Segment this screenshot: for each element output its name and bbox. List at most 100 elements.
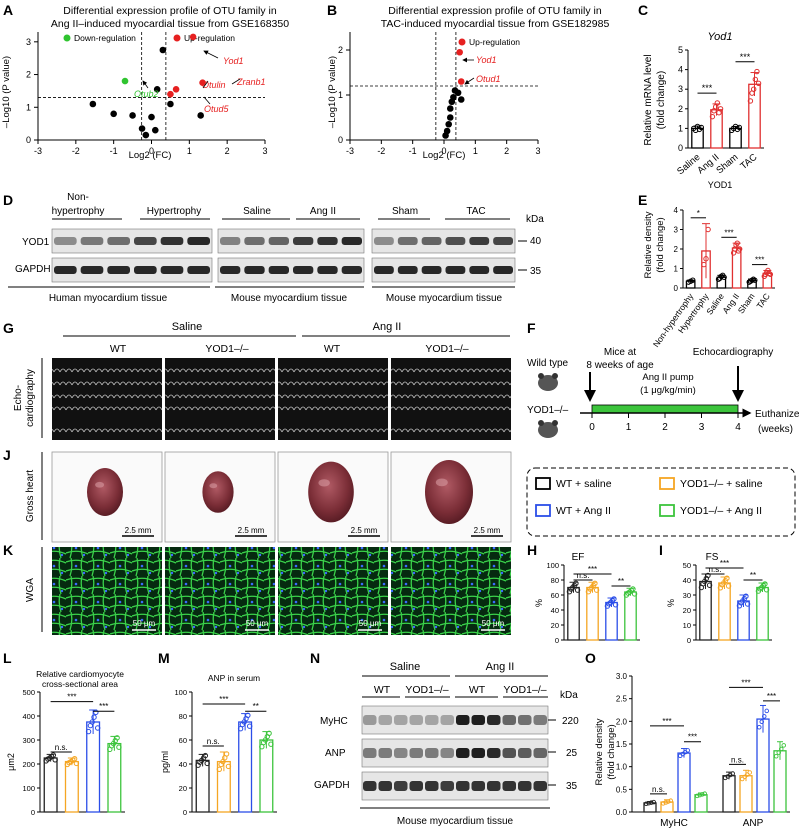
panel-e: E Relative density (fold change) 01234No… [638,192,775,349]
y-tick-label: 80 [551,576,559,585]
data-point [172,85,180,93]
arrow-otud5 [203,96,211,105]
bar [64,760,79,813]
bar [718,582,731,641]
arrow-zranb1 [231,78,241,85]
d-label-sham: Sham [392,206,418,217]
g-genotype-2: YOD1–/– [205,343,248,355]
scale-label: 50 μm [133,619,156,628]
data-dot [223,751,230,757]
h-title: EF [572,552,585,563]
panel-c-gene: Yod1 [707,31,732,43]
d-bottom-human: Human myocardium tissue [49,293,168,304]
blot-strip [217,257,365,283]
blot-strip [51,257,213,283]
panel-letter-d: D [3,192,13,208]
data-dot [745,772,750,777]
x-tick-label: -1 [409,146,417,156]
panel-a-ylabel: –Log10 (P value) [1,56,12,128]
blot-band [160,237,184,245]
blot-band [374,266,394,274]
d-label-tac: TAC [466,206,485,217]
mouse-icon-ko [538,420,558,438]
data-dot [706,582,713,588]
data-dot [50,752,57,758]
bar [259,739,274,813]
arrow-yod1-a [203,50,219,59]
blot-band [493,237,513,245]
y-tick-label: 5 [678,45,683,55]
k-rowlabel: WGA [25,578,36,602]
sig-label: *** [724,228,733,237]
o-ylabel-2: (fold change) [606,724,617,779]
y-tick-label: 20 [179,784,187,793]
blot-band [518,715,532,725]
bar [43,757,58,813]
y-tick-label: 3 [678,84,683,94]
d-row-yod1: YOD1 [22,237,50,248]
sig-label: *** [67,693,76,702]
n-row-myhc: MyHC [320,716,348,727]
bar [731,247,742,289]
y-tick-label: 3 [674,226,679,235]
timeline-tick-label: 2 [662,422,668,433]
sig-label: * [697,209,700,218]
data-point [148,113,155,121]
blot-band [502,715,516,725]
bar [773,750,787,813]
wga-image [165,547,275,635]
wga-image [391,547,511,635]
l-title-2: cross-sectional area [42,679,118,689]
y-tick-label: 10 [683,621,691,630]
blot-band [378,748,392,758]
x-tick-label: 0 [149,146,154,156]
y-tick-label: 2 [678,104,683,114]
blot-band [80,266,104,274]
blot-d [51,228,516,283]
arrow-otub2 [142,80,149,89]
legend-items: WT + saline YOD1–/– + saline WT + Ang II YO… [535,477,763,517]
y-tick-label: 4 [678,65,683,75]
data-point [121,77,129,85]
h-ylabel: % [534,599,544,607]
data-dot [225,763,232,770]
bar [567,586,580,641]
y-tick-label: 1.0 [616,763,628,772]
data-point [199,79,206,87]
blot-band [409,748,423,758]
y-tick-label: 50 [683,561,691,570]
f-ko: YOD1–/– [527,405,569,416]
blot-band [518,748,532,758]
blot-band [160,266,184,274]
blot-band [440,715,454,725]
data-dot [725,583,732,589]
blot-band [341,237,362,245]
y-tick-label: 0 [674,284,679,293]
panel-b-ylabel: –Log10 (P value) [327,56,338,128]
echo-image-2 [165,358,275,440]
blot-band [471,781,485,791]
data-dot [268,741,274,747]
timeline-tick-label: 1 [626,422,632,433]
data-dot [266,730,272,736]
category-label: Sham [714,152,740,176]
y-tick-label: 40 [179,760,187,769]
y-tick-label: 20 [551,621,559,630]
panel-b-title-line1: Differential expression profile of OTU f… [388,5,602,17]
legend-label: YOD1–/– + Ang II [680,505,762,517]
data-dot [702,791,708,796]
scale-label: 2.5 mm [238,526,265,535]
data-dot [766,270,772,277]
blot-band [518,781,532,791]
sig-label: *** [740,52,751,62]
d-mw-40: 40 [530,236,542,247]
legend-label: YOD1–/– + saline [680,478,763,490]
y-tick-label: 60 [551,591,559,600]
panel-letter-k: K [3,542,13,558]
data-point [454,89,462,97]
echo-image-1 [52,358,162,440]
data-dot [740,776,745,782]
blot-band [54,237,77,245]
legend-swatch [659,477,675,490]
y-tick-label: 0.0 [616,808,628,817]
